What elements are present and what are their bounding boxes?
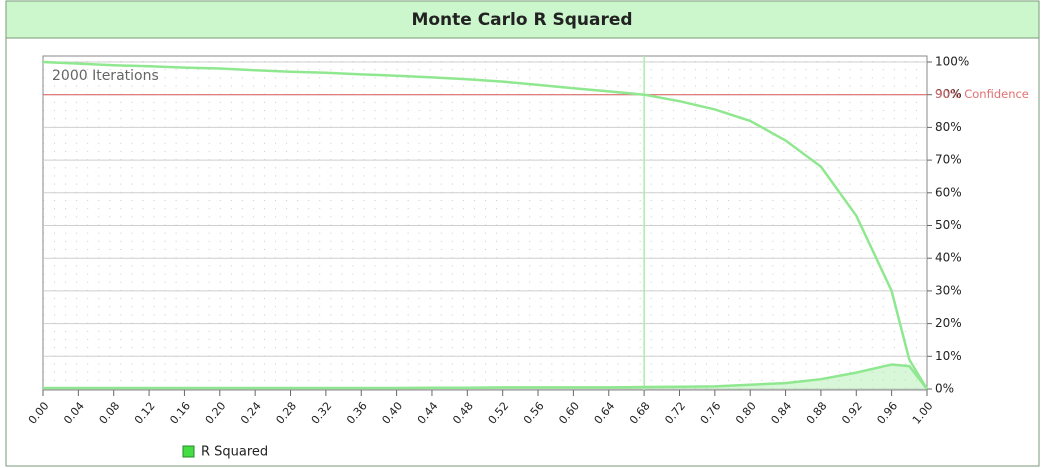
line bbox=[43, 363, 928, 390]
y-tick-label: 50% bbox=[935, 218, 962, 232]
y-tick-label: 90% bbox=[935, 87, 962, 101]
y-tick-label: 100% bbox=[935, 55, 969, 69]
area bbox=[43, 364, 927, 389]
y-tick-label: 60% bbox=[935, 185, 962, 199]
y-tick-label: 70% bbox=[935, 153, 962, 167]
line bbox=[42, 60, 929, 390]
annotation: 2000 Iterations bbox=[52, 68, 159, 84]
y-tick-label: 10% bbox=[935, 349, 962, 363]
y-tick-label: 20% bbox=[935, 316, 962, 330]
legend-swatch bbox=[182, 445, 195, 458]
chart-title: Monte Carlo R Squared bbox=[411, 10, 632, 30]
y-tick-label: 0% bbox=[935, 382, 954, 396]
y-tick-label: 40% bbox=[935, 251, 962, 265]
legend-label: R Squared bbox=[201, 445, 268, 460]
title-bar bbox=[5, 0, 1040, 39]
y-tick-label: 30% bbox=[935, 283, 962, 297]
plot-area bbox=[42, 55, 928, 391]
y-tick-label: 80% bbox=[935, 120, 962, 134]
reference-label: 90% Confidence bbox=[935, 87, 1029, 101]
